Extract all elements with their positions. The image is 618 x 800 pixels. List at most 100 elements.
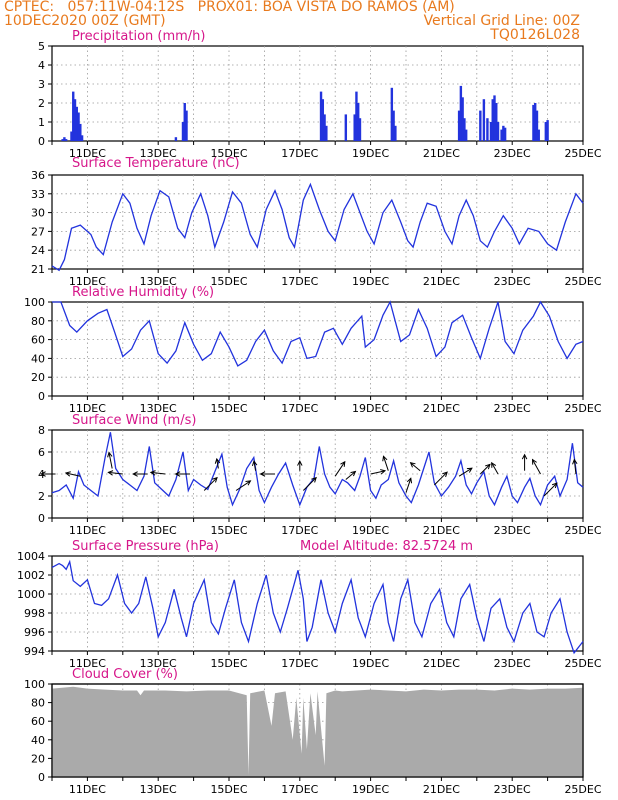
panel-title: Cloud Cover (%) [72,667,178,682]
precip-bar [63,137,66,141]
y-tick-label: 80 [31,697,45,710]
panel-title: Precipitation (mm/h) [72,29,205,44]
y-tick-label: 40 [31,734,45,747]
precip-bar [493,95,496,141]
panel-title: Surface Pressure (hPa) [72,539,219,554]
x-tick-label: 15DEC [210,402,247,415]
precip-bar [496,122,500,141]
precip-bar [174,137,178,141]
x-tick-label: 11DEC [69,147,106,160]
x-tick-label: 19DEC [352,524,389,537]
x-tick-label: 17DEC [281,783,318,796]
precip-bar [325,125,328,141]
precip-bar [502,125,505,141]
x-tick-label: 21DEC [423,402,460,415]
wind-arrow-head [551,482,558,489]
y-tick-label: 1000 [17,588,45,601]
x-tick-label: 25DEC [564,657,601,670]
y-tick-label: 27 [31,225,45,238]
y-tick-label: 1 [38,116,45,129]
wind-arrow-head [214,457,221,464]
wind-arrow-head [251,460,258,467]
wind-arrow-head [107,451,113,458]
x-tick-label: 21DEC [423,783,460,796]
precip-bar [532,104,535,141]
x-tick-label: 15DEC [210,147,247,160]
header-grid-note: Vertical Grid Line: 00Z [423,13,580,29]
x-tick-label: 13DEC [140,524,177,537]
plot-frame [51,555,584,652]
precip-bar [461,97,464,141]
series-line [52,300,584,367]
panel-3: Surface Wind (m/s)0246811DEC13DEC15DEC17… [38,413,602,537]
x-tick-label: 25DEC [564,402,601,415]
y-tick-label: 0 [38,390,45,403]
wind-arrow-head [149,470,156,476]
y-tick-label: 21 [31,263,45,276]
wind-arrow [334,461,346,477]
x-tick-label: 11DEC [69,783,106,796]
precip-bar [181,122,185,141]
wind-arrow-head [380,469,387,475]
precip-bar [392,110,395,141]
precip-bar [464,129,468,141]
y-tick-label: 100 [24,678,45,691]
x-tick-label: 17DEC [281,275,318,288]
y-tick-label: 20 [31,752,45,765]
plot-frame [51,301,584,397]
precip-bar [486,118,489,141]
series-line [51,559,584,655]
precip-bar [77,112,80,141]
wind-arrow [216,458,219,469]
y-tick-label: 4 [38,59,45,72]
panel-title: Relative Humidity (%) [72,285,214,300]
wind-arrow-head [311,476,317,483]
precip-bar [535,110,539,141]
x-tick-label: 19DEC [352,402,389,415]
y-tick-label: 6 [38,446,45,459]
precip-bar [344,114,348,141]
precip-bar [479,110,482,141]
panel-4: Surface Pressure (hPa) Model Altitude: 82… [17,539,602,670]
wind-arrow [108,452,113,469]
precip-bar [64,139,68,141]
wind-arrow-head [212,476,218,483]
precip-bar [185,110,188,141]
y-tick-label: 30 [31,207,45,220]
y-tick-label: 3 [38,78,45,91]
panel-1: Surface Temperature (nC) 21 24 27 30 33 36 11DE… [31,156,602,288]
y-tick-label: 24 [31,244,45,257]
x-tick-label: 15DEC [210,275,247,288]
precip-bar [503,127,507,141]
y-tick-label: 60 [31,334,45,347]
wind-arrow [479,464,491,475]
panel-0: Precipitation (mm/h) 0 1 2 3 4 5 11DEC 13DEC 15DE… [38,29,602,160]
precip-bar [500,129,503,141]
y-tick-label: 0 [38,771,45,784]
x-tick-label: 13DEC [140,275,177,288]
wind-arrow [65,472,81,477]
wind-arrow [203,477,218,491]
plot-frame [51,174,584,270]
wind-arrow [150,471,166,475]
panel-title: Surface Wind (m/s) [72,413,196,428]
precip-bar [323,114,326,141]
wind-arrow [410,462,421,472]
y-tick-label: 0 [38,512,45,525]
precip-bar [491,99,494,141]
wind-arrow [532,459,541,475]
precip-bar [355,91,358,141]
y-tick-label: 36 [31,169,45,182]
precip-bar [390,87,394,141]
x-tick-label: 23DEC [494,524,531,537]
y-tick-label: 100 [24,296,45,309]
precip-bar [482,99,486,141]
x-tick-label: 21DEC [423,147,460,160]
series-line [51,432,584,507]
y-tick-label: 20 [31,371,45,384]
x-tick-label: 21DEC [423,524,460,537]
panel-subtitle: Model Altitude: 82.5724 m [300,539,473,554]
precip-bar [353,114,356,141]
precip-bar [358,118,362,141]
